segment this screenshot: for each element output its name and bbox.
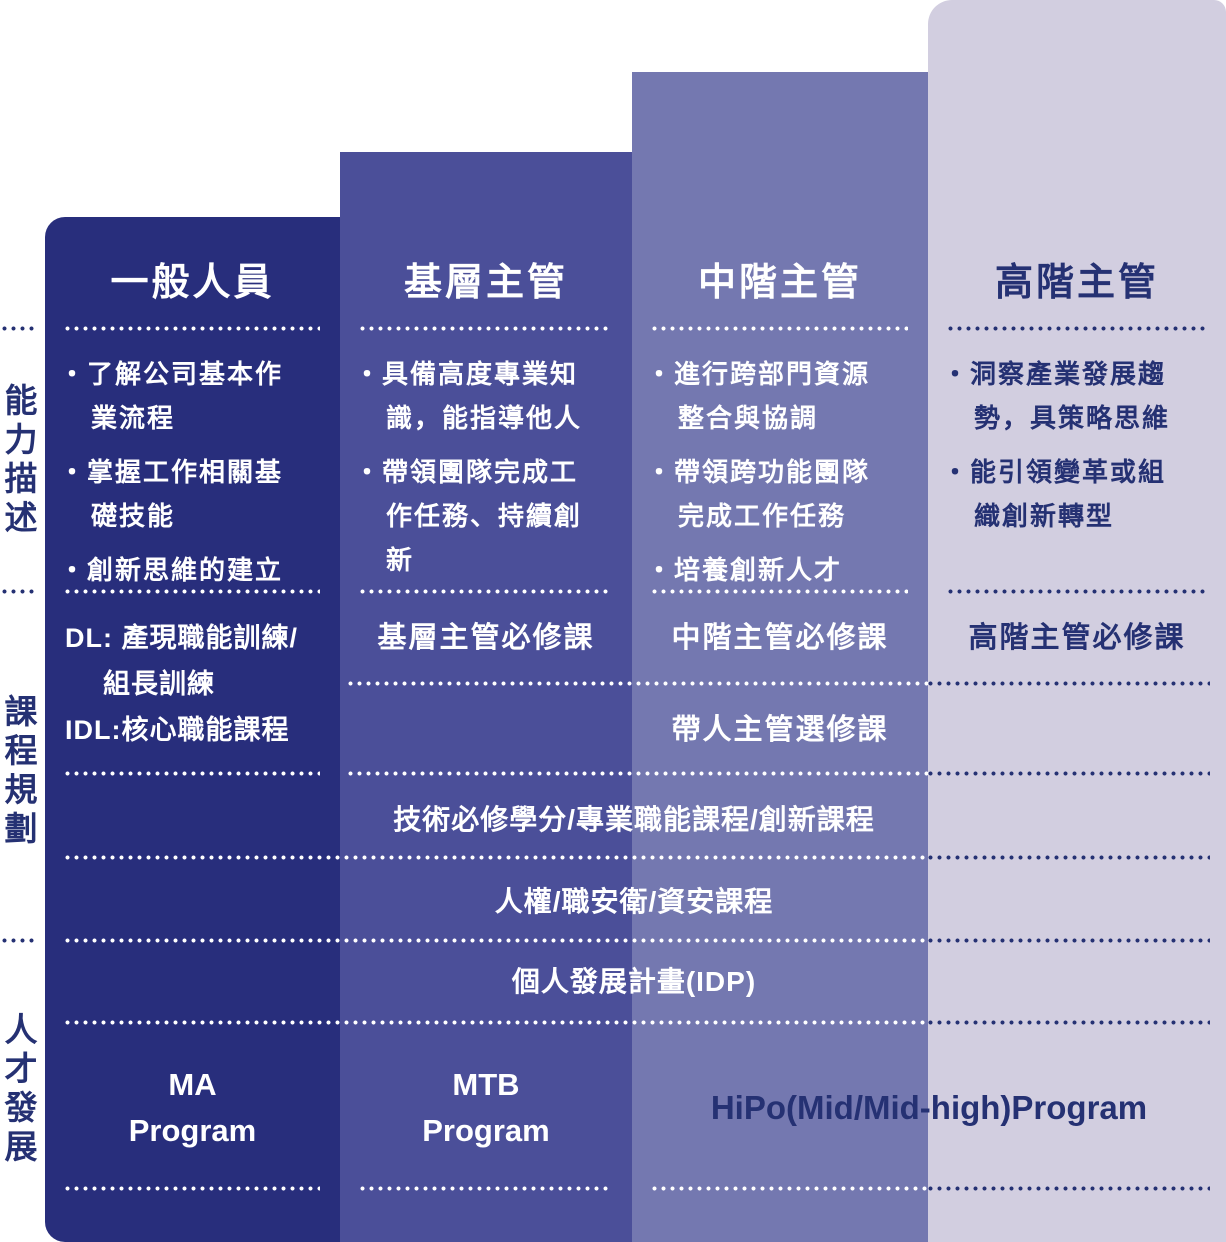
divider-elective-tech-right (928, 771, 1210, 776)
section-divider-col2 (360, 589, 612, 594)
column-bg-first-line-manager (340, 152, 632, 1242)
capability-item: ・了解公司基本作業流程 (59, 359, 284, 433)
capability-item: ・培養創新人才 (646, 555, 843, 585)
section-divider-col3 (652, 589, 908, 594)
section-label-capability: 能力描述 (0, 383, 37, 539)
margin-divider-dots-2 (2, 589, 38, 594)
column-bg-general-staff (45, 217, 340, 1242)
header-first-line-manager: 基層主管 (403, 262, 568, 304)
compliance-course-row: 人權/職安衛/資安課程 (494, 886, 774, 917)
elective-course-managers: 帶人主管選修課 (671, 714, 889, 746)
margin-divider-dots-1 (2, 326, 38, 331)
divider-idl-col1 (65, 771, 320, 776)
section-label-talent-development: 人才發展 (0, 1012, 37, 1168)
capability-list-senior-manager: ・洞察產業發展趨勢，具策略思維 ・能引領變革或組織創新轉型 (942, 352, 1182, 548)
capability-item: ・洞察產業發展趨勢，具策略思維 (942, 359, 1171, 433)
capability-list-first-line-manager: ・具備高度專業知識，能指導他人 ・帶領團隊完成工作任務、持續創新 (354, 352, 594, 592)
header-divider-col3 (652, 326, 908, 331)
bottom-divider-col4 (928, 1186, 1210, 1191)
bottom-divider-col1 (65, 1186, 320, 1191)
capability-list-general-staff: ・了解公司基本作業流程 ・掌握工作相關基礎技能 ・創新思維的建立 (59, 352, 299, 602)
course-list-general-staff: DL: 產現職能訓練/ 組長訓練 IDL:核心職能課程 (65, 615, 327, 753)
program-mtb: MTB Program (340, 1062, 632, 1154)
capability-item: ・進行跨部門資源整合與協調 (646, 359, 871, 433)
divider-required-elective-right (928, 681, 1210, 686)
required-course-mid-level: 中階主管必修課 (671, 622, 889, 654)
bottom-divider-col2 (360, 1186, 612, 1191)
tech-required-course-row: 技術必修學分/專業職能課程/創新課程 (393, 804, 875, 835)
section-divider-col1 (65, 589, 320, 594)
course-line-dl-cont: 組長訓練 (103, 669, 215, 699)
program-hipo: HiPo(Mid/Mid-high)Program (710, 1089, 1148, 1126)
header-senior-manager: 高階主管 (994, 262, 1159, 304)
capability-item: ・掌握工作相關基礎技能 (59, 457, 284, 531)
capability-item: ・具備高度專業知識，能指導他人 (354, 359, 583, 433)
column-bg-senior-manager (928, 0, 1226, 1242)
divider-elective-tech-left (348, 771, 928, 776)
header-divider-col4 (948, 326, 1206, 331)
divider-compliance-idp-left (65, 938, 928, 943)
divider-compliance-idp-right (928, 938, 1210, 943)
divider-required-elective-left (348, 681, 928, 686)
required-course-first-line: 基層主管必修課 (377, 622, 595, 654)
program-ma: MA Program (45, 1062, 340, 1154)
header-general-staff: 一般人員 (110, 262, 275, 304)
course-line-dl: DL: 產現職能訓練/ (65, 623, 298, 653)
capability-item: ・創新思維的建立 (59, 555, 284, 585)
column-bg-mid-level-manager (632, 72, 928, 1242)
divider-idp-program-left (65, 1020, 928, 1025)
capability-item: ・帶領團隊完成工作任務、持續創新 (354, 457, 583, 575)
idp-row: 個人發展計畫(IDP) (511, 966, 757, 997)
capability-list-mid-level-manager: ・進行跨部門資源整合與協調 ・帶領跨功能團隊完成工作任務 ・培養創新人才 (646, 352, 886, 602)
header-divider-col2 (360, 326, 612, 331)
divider-tech-compliance-left (65, 855, 928, 860)
capability-item: ・帶領跨功能團隊完成工作任務 (646, 457, 871, 531)
program-ma-label: Program (128, 1113, 257, 1148)
program-ma-name: MA (168, 1067, 217, 1102)
header-divider-col1 (65, 326, 320, 331)
program-mtb-name: MTB (452, 1067, 520, 1102)
bottom-divider-col3 (652, 1186, 928, 1191)
header-mid-level-manager: 中階主管 (697, 262, 862, 304)
capability-item: ・能引領變革或組織創新轉型 (942, 457, 1167, 531)
divider-tech-compliance-right (928, 855, 1210, 860)
section-divider-col4 (948, 589, 1206, 594)
program-mtb-label: Program (422, 1113, 550, 1148)
margin-divider-dots-3 (2, 938, 38, 943)
required-course-senior: 高階主管必修課 (968, 622, 1186, 654)
divider-idp-program-right (928, 1020, 1210, 1025)
course-line-idl: IDL:核心職能課程 (65, 715, 290, 745)
section-label-curriculum: 課程規劃 (0, 694, 37, 850)
